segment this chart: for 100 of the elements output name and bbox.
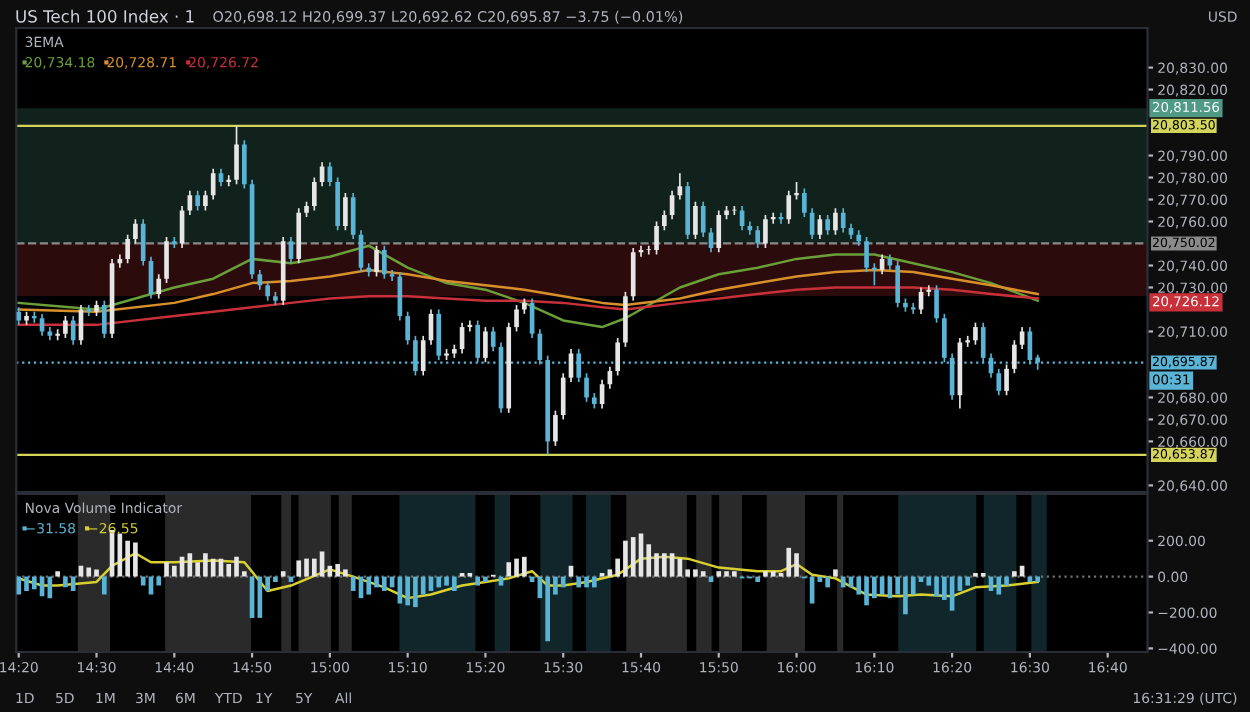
bar <box>700 571 706 577</box>
bar <box>436 576 442 588</box>
candlestick <box>226 174 232 188</box>
bar <box>724 571 729 577</box>
bar <box>965 576 971 586</box>
bar <box>366 576 372 595</box>
candlestick <box>125 233 130 265</box>
candlestick <box>101 299 107 339</box>
candlestick <box>560 372 566 421</box>
candlestick <box>864 236 869 273</box>
bar <box>755 576 760 582</box>
candlestick <box>420 335 426 377</box>
bar <box>560 576 566 588</box>
bar <box>70 576 76 591</box>
bar <box>545 576 550 642</box>
candlestick <box>910 302 916 315</box>
candlestick <box>312 176 317 212</box>
bar <box>1035 576 1041 582</box>
candlestick <box>405 310 410 346</box>
candlestick <box>802 187 807 218</box>
candlestick <box>973 321 978 346</box>
candlestick <box>716 209 722 254</box>
candlestick <box>343 192 348 232</box>
bar <box>825 576 830 588</box>
bar <box>584 576 589 588</box>
bar <box>630 537 636 577</box>
candlestick <box>203 189 208 212</box>
bar <box>444 576 449 586</box>
candlestick <box>296 207 302 265</box>
candlestick <box>615 337 620 377</box>
candlestick <box>133 218 138 245</box>
candlestick <box>140 218 146 267</box>
bar <box>405 576 410 606</box>
bar <box>864 576 869 606</box>
bar <box>514 558 519 577</box>
candlestick <box>763 214 768 249</box>
candlestick <box>553 409 558 447</box>
candlestick <box>156 273 162 300</box>
bar <box>382 576 387 591</box>
bar <box>203 553 208 577</box>
bar <box>413 576 418 608</box>
candlestick <box>234 125 239 185</box>
candlestick <box>700 200 706 238</box>
candlestick <box>350 192 356 240</box>
bar <box>24 576 29 591</box>
candlestick <box>436 308 442 361</box>
line-series <box>17 552 1039 600</box>
candlestick <box>195 189 200 212</box>
bar <box>343 569 348 577</box>
candlestick <box>825 214 830 236</box>
candlestick <box>833 207 838 236</box>
bar <box>903 576 908 615</box>
candlestick <box>210 167 216 201</box>
candlestick <box>934 284 939 324</box>
bar <box>833 569 838 577</box>
candlestick <box>584 372 589 403</box>
candlestick <box>786 189 792 225</box>
bar <box>840 576 846 588</box>
bar <box>623 540 628 577</box>
bar <box>55 571 60 577</box>
bar <box>312 558 317 577</box>
bar <box>226 564 232 577</box>
candlestick <box>1019 326 1025 350</box>
bar <box>996 576 1002 595</box>
bar <box>786 547 792 577</box>
bar <box>475 576 480 586</box>
bar <box>133 542 138 577</box>
bar <box>716 571 722 577</box>
bar <box>770 571 776 577</box>
candlestick <box>63 315 68 339</box>
candlestick <box>382 244 387 280</box>
bar <box>350 576 356 591</box>
bar <box>210 558 216 577</box>
candlestick <box>770 211 776 225</box>
candlestick <box>490 326 496 353</box>
bar <box>304 558 309 577</box>
bar <box>335 564 340 577</box>
candlestick <box>926 284 932 298</box>
bar <box>693 569 698 577</box>
candlestick <box>1012 339 1017 375</box>
bar <box>576 576 582 588</box>
candlestick <box>242 139 247 190</box>
bar <box>872 576 877 599</box>
candlestick <box>1004 363 1009 397</box>
bar <box>374 576 379 588</box>
bar <box>125 540 130 577</box>
candlestick <box>623 291 628 348</box>
candlestick <box>654 220 659 256</box>
bar <box>592 576 597 588</box>
candlestick <box>70 315 76 346</box>
bar <box>63 576 68 588</box>
bar <box>934 576 939 597</box>
bar <box>763 571 768 577</box>
bar <box>234 556 239 577</box>
bar <box>164 562 169 577</box>
bar <box>794 553 799 577</box>
bar <box>662 553 667 577</box>
bar <box>94 569 99 577</box>
candlestick <box>840 207 846 234</box>
candlestick <box>374 244 379 278</box>
